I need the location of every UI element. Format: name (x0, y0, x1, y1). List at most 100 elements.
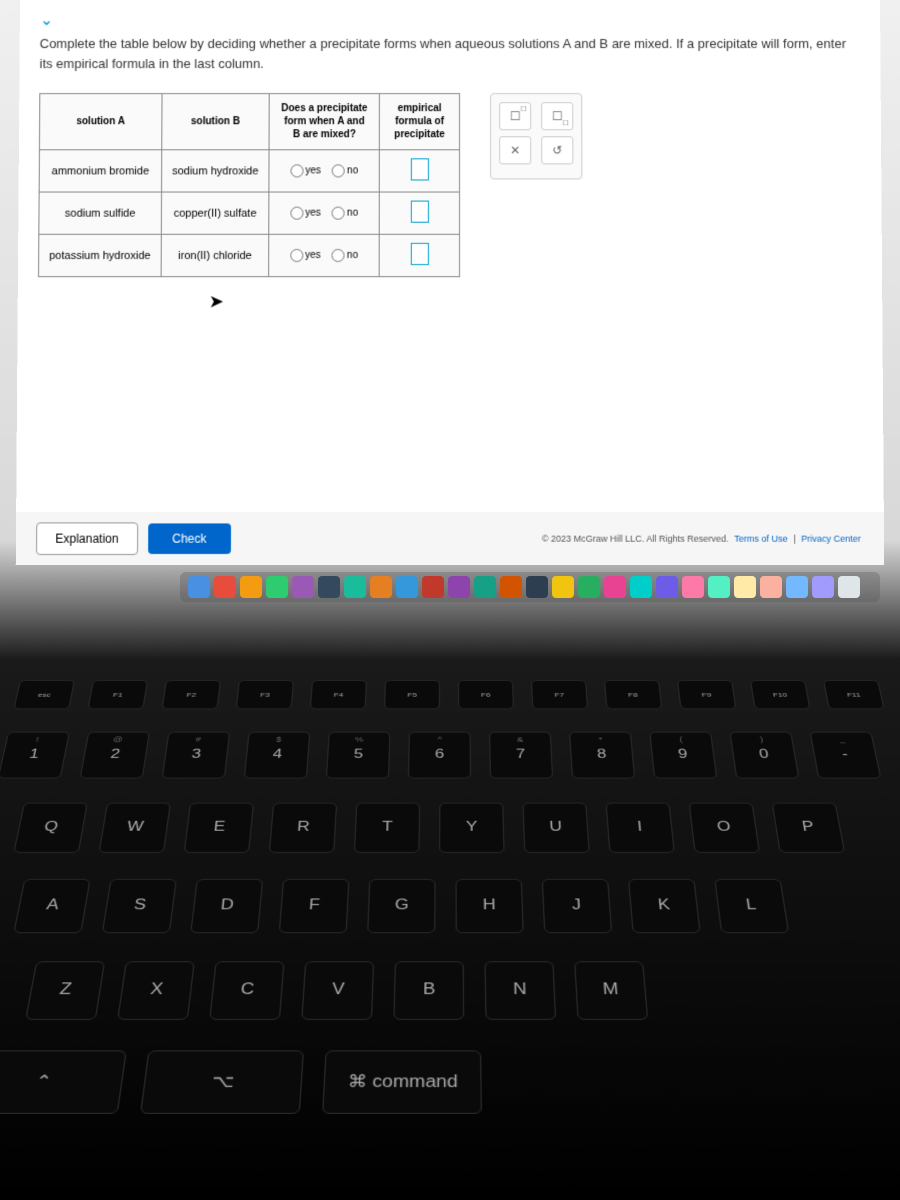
cell-solution-a: sodium sulfide (39, 192, 162, 234)
keyboard-key: D (190, 879, 263, 933)
keyboard-key: !1 (0, 732, 70, 779)
superscript-button[interactable]: ☐☐ (499, 102, 531, 130)
dock-app-icon[interactable] (448, 576, 470, 598)
cell-solution-a: potassium hydroxide (39, 234, 162, 276)
chevron-down-icon[interactable]: ⌄ (40, 10, 54, 30)
formula-input[interactable] (410, 201, 428, 223)
keyboard-key: E (184, 803, 254, 853)
radio-yes[interactable]: yes (290, 250, 321, 261)
radio-no[interactable]: no (332, 208, 358, 219)
copyright-text: © 2023 McGraw Hill LLC. All Rights Reser… (542, 534, 729, 544)
keyboard-key: F3 (236, 680, 294, 709)
dock-app-icon[interactable] (838, 576, 860, 598)
keyboard-key: #3 (162, 732, 230, 779)
keyboard-key: P (772, 803, 846, 853)
dock-app-icon[interactable] (656, 576, 678, 598)
dock-app-icon[interactable] (396, 576, 418, 598)
keyboard-key: U (522, 803, 589, 853)
terms-link[interactable]: Terms of Use (734, 534, 788, 544)
keyboard-key: S (102, 879, 177, 933)
radio-no[interactable]: no (332, 250, 358, 261)
formula-input[interactable] (410, 158, 428, 180)
dock-app-icon[interactable] (604, 576, 626, 598)
keyboard-key: G (367, 879, 435, 933)
keyboard-key: F6 (458, 680, 514, 709)
reset-button[interactable]: ↺ (541, 136, 573, 164)
cell-yesno: yes no (269, 234, 380, 276)
keyboard-key: O (689, 803, 760, 853)
keyboard-key: I (606, 803, 675, 853)
keyboard-key: F (279, 879, 350, 933)
keyboard-key: F10 (750, 680, 811, 709)
keyboard-key: K (628, 879, 701, 933)
cursor-icon: ➤ (209, 291, 224, 312)
keyboard-key: F7 (531, 680, 588, 709)
dock-app-icon[interactable] (812, 576, 834, 598)
precipitate-table: solution A solution B Does a precipitate… (38, 93, 460, 277)
keyboard-key: _- (810, 732, 882, 779)
dock-app-icon[interactable] (734, 576, 756, 598)
dock-app-icon[interactable] (552, 576, 574, 598)
keyboard-key: ⌘ command (322, 1050, 482, 1114)
keyboard-key: Z (25, 961, 105, 1020)
check-button[interactable]: Check (148, 523, 231, 554)
dock-app-icon[interactable] (240, 576, 262, 598)
keyboard-key: W (98, 803, 171, 853)
radio-no[interactable]: no (332, 166, 358, 177)
keyboard-key: $4 (244, 732, 311, 779)
keyboard-key: F4 (310, 680, 367, 709)
keyboard-key: F9 (677, 680, 736, 709)
keyboard-key: A (13, 879, 90, 933)
dock-app-icon[interactable] (292, 576, 314, 598)
macos-dock (180, 572, 880, 602)
keyboard-key: Y (439, 803, 505, 853)
cell-solution-b: copper(II) sulfate (161, 192, 269, 234)
keyboard-key: ⌥ (140, 1050, 304, 1114)
keyboard-key: F11 (823, 680, 885, 709)
formula-input[interactable] (410, 243, 428, 265)
keyboard-key: R (269, 803, 337, 853)
dock-app-icon[interactable] (578, 576, 600, 598)
cell-formula (379, 150, 459, 192)
dock-app-icon[interactable] (266, 576, 288, 598)
dock-app-icon[interactable] (682, 576, 704, 598)
dock-app-icon[interactable] (188, 576, 210, 598)
dock-app-icon[interactable] (370, 576, 392, 598)
cell-solution-b: iron(II) chloride (161, 234, 269, 276)
dock-app-icon[interactable] (630, 576, 652, 598)
dock-app-icon[interactable] (214, 576, 236, 598)
cell-formula (379, 192, 459, 234)
keyboard-key: esc (13, 680, 75, 709)
radio-yes[interactable]: yes (290, 208, 321, 219)
privacy-link[interactable]: Privacy Center (801, 534, 861, 544)
keyboard-key: %5 (326, 732, 391, 779)
keyboard-key: V (301, 961, 374, 1020)
subscript-button[interactable]: ☐☐ (541, 102, 573, 130)
keyboard-key: *8 (569, 732, 635, 779)
keyboard-key: B (393, 961, 464, 1020)
explanation-button[interactable]: Explanation (36, 522, 138, 555)
dock-app-icon[interactable] (708, 576, 730, 598)
dock-app-icon[interactable] (526, 576, 548, 598)
cell-yesno: yes no (269, 192, 380, 234)
keyboard-key: (9 (649, 732, 717, 779)
dock-app-icon[interactable] (760, 576, 782, 598)
keyboard-key: J (542, 879, 612, 933)
dock-app-icon[interactable] (422, 576, 444, 598)
keyboard-key: Q (13, 803, 88, 853)
keyboard: escF1F2F3F4F5F6F7F8F9F10F11 !1@2#3$4%5^6… (0, 680, 900, 1200)
keyboard-key: ^6 (408, 732, 471, 779)
dock-app-icon[interactable] (344, 576, 366, 598)
instruction-text: Complete the table below by deciding whe… (39, 34, 860, 73)
dock-app-icon[interactable] (474, 576, 496, 598)
dock-app-icon[interactable] (318, 576, 340, 598)
keyboard-key: T (354, 803, 420, 853)
keyboard-key: )0 (729, 732, 799, 779)
clear-button[interactable]: ✕ (499, 136, 531, 164)
header-solution-a: solution A (39, 94, 161, 150)
keyboard-key: F5 (384, 680, 440, 709)
keyboard-key: N (484, 961, 556, 1020)
dock-app-icon[interactable] (500, 576, 522, 598)
dock-app-icon[interactable] (786, 576, 808, 598)
radio-yes[interactable]: yes (290, 166, 321, 177)
